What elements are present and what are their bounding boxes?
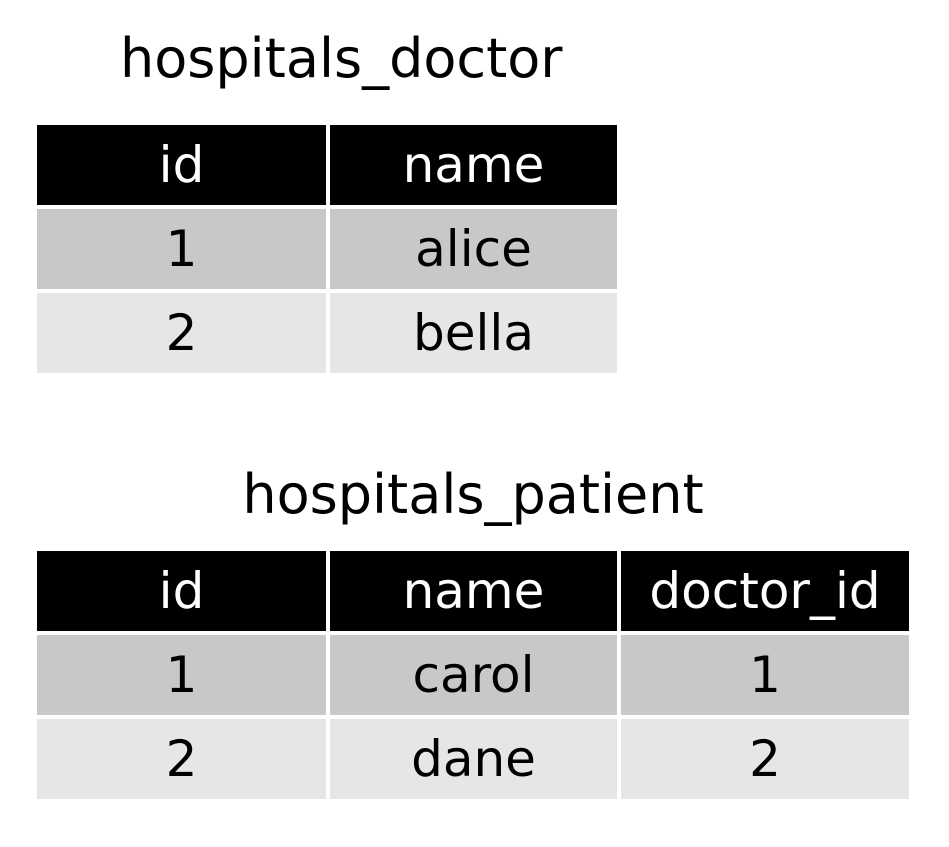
doctor-table-title: hospitals_doctor: [120, 27, 563, 90]
patient-header-name: name: [330, 551, 617, 631]
doctor-header-name: name: [330, 125, 617, 205]
patient-row-2-name: dane: [330, 719, 617, 799]
doctor-header-id: id: [37, 125, 326, 205]
doctor-row-2-id: 2: [37, 293, 326, 373]
patient-header-id: id: [37, 551, 326, 631]
doctor-row-1-id: 1: [37, 209, 326, 289]
patient-row-1-id: 1: [37, 635, 326, 715]
doctor-row-2-name: bella: [330, 293, 617, 373]
patient-row-2-doctor-id: 2: [621, 719, 909, 799]
patient-row-1-doctor-id: 1: [621, 635, 909, 715]
patient-table-title: hospitals_patient: [242, 463, 704, 526]
patient-row-2-id: 2: [37, 719, 326, 799]
doctor-row-1-name: alice: [330, 209, 617, 289]
doctor-table: id name 1 alice 2 bella: [37, 125, 617, 373]
patient-header-doctor-id: doctor_id: [621, 551, 909, 631]
patient-row-1-name: carol: [330, 635, 617, 715]
patient-table: id name doctor_id 1 carol 1 2 dane 2: [37, 551, 909, 799]
